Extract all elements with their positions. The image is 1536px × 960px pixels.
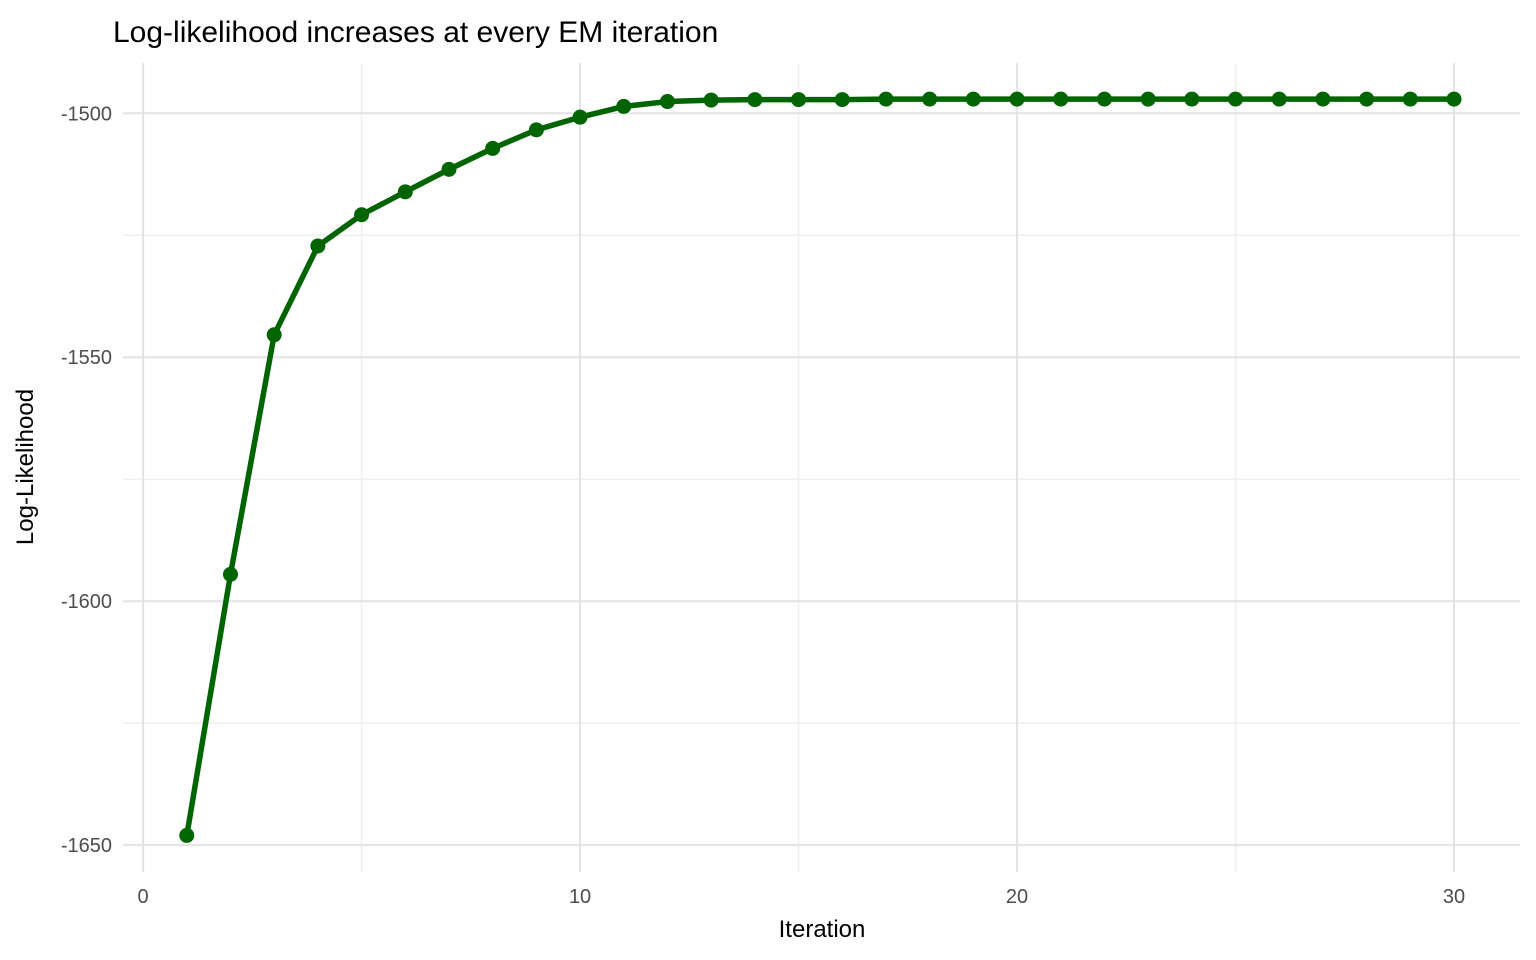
data-point [1009,91,1025,107]
data-point [834,92,850,108]
data-point [1228,91,1244,107]
y-axis-title: Log-Likelihood [12,389,39,545]
x-tick-label: 20 [1006,886,1028,908]
x-tick-label: 0 [138,886,149,908]
data-point [965,91,981,107]
tick-layer: -1500 -1550 -1600 -1650 0 10 20 30 [61,103,1465,908]
data-point [1053,91,1069,107]
series-line [184,96,1457,839]
data-point [1184,91,1200,107]
data-point [485,140,501,156]
data-point [397,184,413,200]
series-layer [179,91,1462,843]
data-point [1271,91,1287,107]
chart-title: Log-likelihood increases at every EM ite… [113,16,718,49]
data-point [1402,91,1418,107]
data-point [1359,91,1375,107]
data-point [354,207,370,223]
y-tick-label: -1600 [61,591,112,613]
data-point [878,91,894,107]
data-point [616,98,632,114]
data-point [441,161,457,177]
data-point [703,92,719,108]
data-point [1140,91,1156,107]
x-tick-label: 10 [569,886,591,908]
grid-layer [123,63,1520,872]
x-axis-title: Iteration [779,916,866,943]
data-point [310,238,326,254]
y-tick-label: -1550 [61,347,112,369]
x-tick-label: 30 [1443,886,1465,908]
data-point [222,566,238,582]
data-point [528,122,544,138]
data-point [572,109,588,125]
data-point [266,327,282,343]
data-point [179,827,195,843]
y-tick-label: -1650 [61,835,112,857]
data-point [791,92,807,108]
data-point [747,92,763,108]
data-point [1315,91,1331,107]
data-point [1446,91,1462,107]
data-point [922,91,938,107]
y-tick-label: -1500 [61,103,112,125]
data-point [659,94,675,110]
data-point [1096,91,1112,107]
